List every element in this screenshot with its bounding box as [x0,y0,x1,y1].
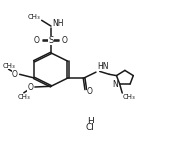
Text: O: O [27,83,33,91]
Text: O: O [87,87,92,96]
Text: N: N [113,80,118,89]
Text: O: O [62,36,68,45]
Text: H: H [87,117,94,126]
Text: NH: NH [53,19,64,28]
Text: CH₃: CH₃ [28,14,41,20]
Text: CH₃: CH₃ [18,94,30,99]
Text: S: S [48,36,54,45]
Text: HN: HN [97,62,108,71]
Text: CH₃: CH₃ [2,62,15,68]
Text: CH₃: CH₃ [123,94,136,100]
Text: Cl: Cl [86,123,95,132]
Text: O: O [12,70,18,79]
Text: O: O [34,36,40,45]
